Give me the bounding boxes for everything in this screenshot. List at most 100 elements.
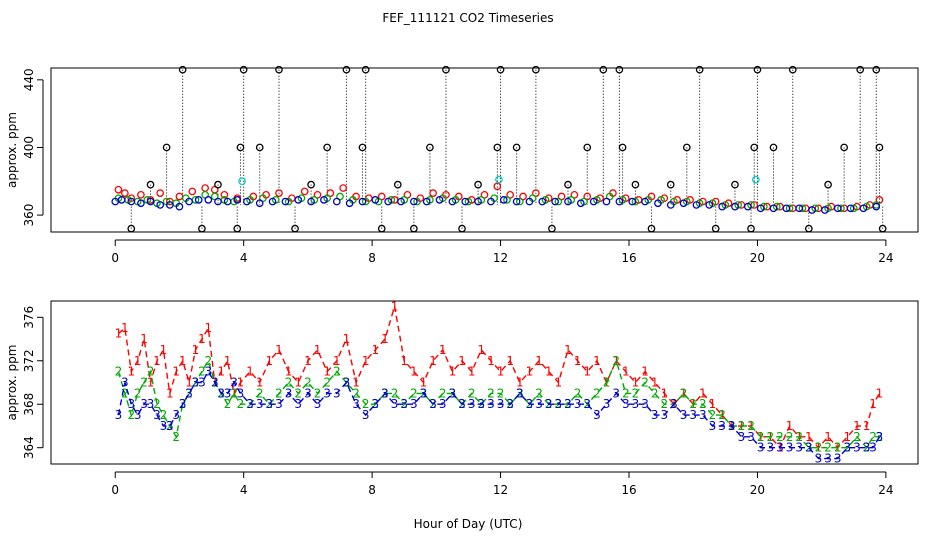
black-point [564,180,572,189]
top-plot-frame [50,67,919,233]
series-2-line [117,358,880,449]
blue-point [679,199,688,208]
series-3-marker: 3 [172,408,180,422]
series-1-marker: 1 [545,365,553,379]
series-1-marker: 1 [815,441,823,455]
series-3-marker: 3 [205,365,213,379]
blue-point [281,197,290,206]
cyan-point [751,175,760,184]
black-point [496,65,505,74]
series-3-marker: 3 [134,408,142,422]
green-point [464,197,473,206]
blue-point [872,202,881,211]
red-point [137,190,145,199]
series-3-marker: 3 [776,441,784,455]
series-1-marker: 1 [497,365,505,379]
black-point [747,224,755,233]
series-3-marker: 3 [333,386,341,400]
series-3-marker: 3 [863,441,871,455]
series-3-marker: 3 [622,397,630,411]
series-1-marker: 1 [217,365,225,379]
series-2-marker: 2 [192,376,200,390]
series-2-marker: 2 [333,365,341,379]
blue-point [223,197,232,206]
series-1-marker: 1 [535,354,543,368]
series-3-marker: 3 [410,397,418,411]
x-tick-label: 24 [878,483,893,497]
series-2-marker: 2 [275,386,283,400]
green-point [515,197,524,206]
green-point [798,204,807,213]
series-3-marker: 3 [795,441,803,455]
black-point [255,143,264,152]
blue-point [214,197,222,206]
black-point [599,65,608,74]
series-2-marker: 2 [115,365,123,379]
series-2-marker: 2 [718,408,726,422]
blue-point [146,197,155,206]
series-2-marker: 2 [795,430,803,444]
series-3-marker: 3 [535,397,543,411]
series-1-marker: 1 [718,408,726,422]
x-tick-label: 16 [621,251,636,265]
blue-point [165,201,174,209]
series-3-marker: 3 [400,397,408,411]
series-2-marker: 2 [410,386,418,400]
black-point [127,224,136,233]
series-1-marker: 1 [333,354,341,368]
series-2-marker: 2 [266,397,274,411]
series-2-marker: 2 [574,386,582,400]
green-point [849,204,858,213]
black-point [214,180,222,189]
series-1-marker: 1 [140,332,148,346]
series-2-marker: 2 [439,386,447,400]
series-2-marker: 2 [237,397,245,411]
red-point [220,190,229,199]
black-point [358,143,367,152]
blue-point [204,196,213,204]
y-tick-label: 368 [22,393,36,416]
blue-point [551,197,559,206]
series-2-marker: 2 [583,397,591,411]
x-tick-label: 0 [111,483,119,497]
series-1-marker: 1 [381,332,389,346]
blue-point [718,202,726,211]
blue-point [602,197,611,206]
series-1-marker: 1 [166,386,174,400]
series-3-marker: 3 [391,397,399,411]
series-3-marker: 3 [192,376,200,390]
blue-point [499,196,508,204]
series-2-marker: 2 [172,430,180,444]
series-3-marker: 3 [439,397,447,411]
series-1-marker: 1 [127,365,135,379]
series-1-marker: 1 [869,397,877,411]
series-3-marker: 3 [680,408,688,422]
series-2-marker: 2 [641,376,649,390]
blue-point [358,197,367,206]
green-point [554,197,563,206]
series-3-marker: 3 [564,397,572,411]
blue-point [156,201,165,209]
series-1-marker: 1 [824,430,832,444]
series-3-marker: 3 [506,397,514,411]
series-3-marker: 3 [294,397,302,411]
black-point [512,143,521,152]
black-point [548,224,556,233]
series-1-marker: 1 [487,354,495,368]
series-3-line [117,370,881,460]
series-1-marker: 1 [237,376,245,390]
series-3-marker: 3 [420,386,428,400]
series-1-marker: 1 [680,386,688,400]
black-point [731,180,739,189]
blue-point [628,197,637,206]
series-2-marker: 2 [516,386,524,400]
series-1-marker: 1 [844,430,852,444]
series-3-marker: 3 [718,419,726,433]
black-point [361,65,370,74]
series-3-marker: 3 [747,430,755,444]
series-3-marker: 3 [699,408,707,422]
black-point [458,224,466,233]
x-tick-label: 24 [878,251,893,265]
blue-point [233,196,242,204]
blue-point [397,197,405,206]
